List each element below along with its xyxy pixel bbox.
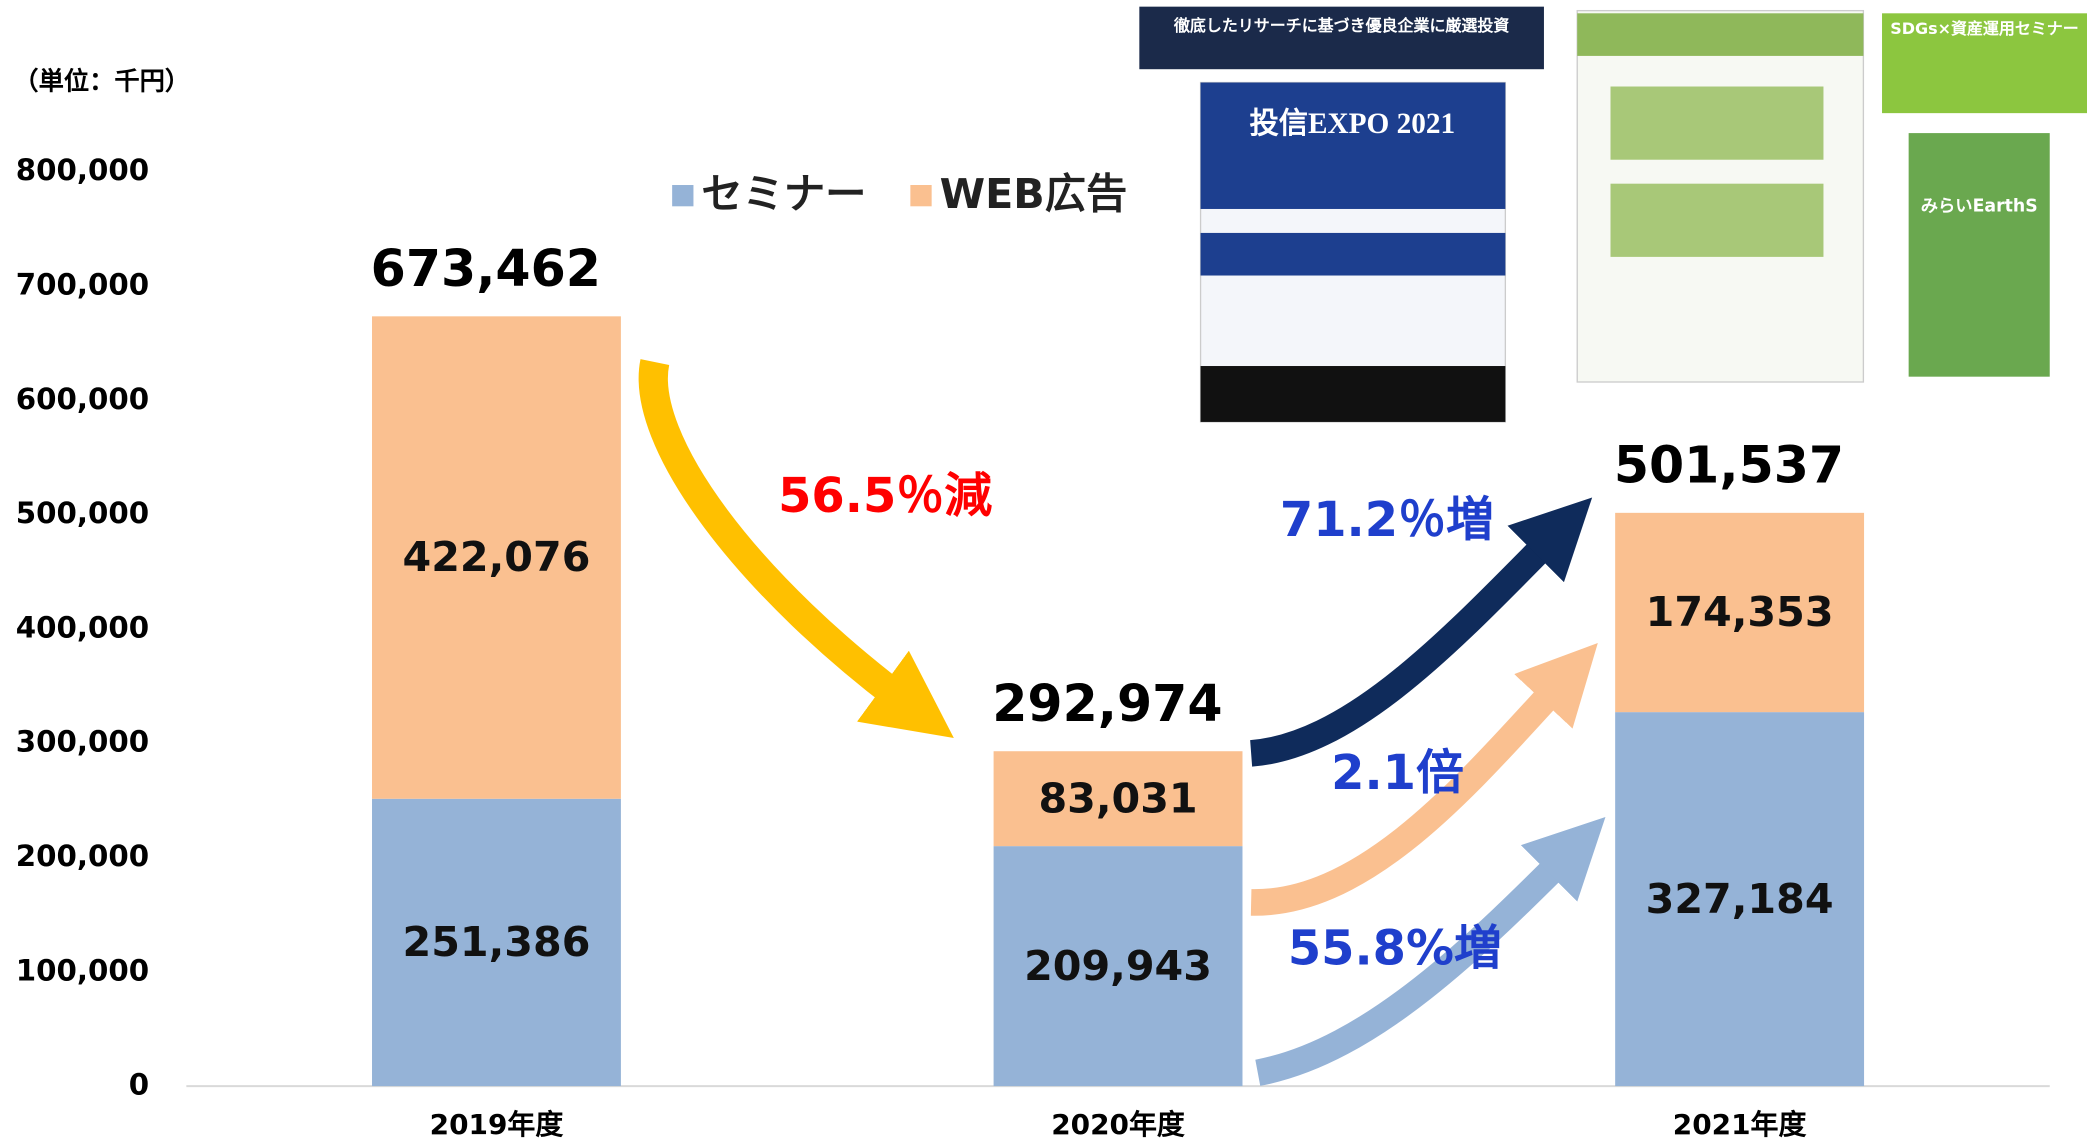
bar-segment (993, 751, 1243, 847)
annotation: 2.1倍 (1331, 746, 1464, 801)
total-label: 292,974 (992, 674, 1222, 733)
y-tick-label: 0 (129, 1068, 149, 1102)
arrow (638, 359, 954, 739)
y-tick-label: 200,000 (16, 839, 149, 873)
y-tick-label: 100,000 (16, 953, 149, 987)
thumbnail (1139, 6, 1544, 70)
y-tick-label: 300,000 (16, 725, 149, 759)
bar-segment (1615, 712, 1865, 1087)
value-label: 174,353 (1646, 588, 1834, 636)
value-label: 83,031 (1038, 774, 1197, 822)
arrow (1249, 497, 1593, 767)
x-tick-label: 2020年度 (1051, 1108, 1185, 1140)
thumbnail-part (1200, 366, 1506, 422)
legend-label: セミナー (701, 170, 866, 218)
bar-segment (993, 846, 1243, 1087)
thumbnail-text: 投信EXPO 2021 (1249, 107, 1455, 140)
x-tick-label: 2019年度 (430, 1108, 564, 1140)
legend-swatch (672, 185, 694, 207)
bar-segment (372, 316, 621, 799)
thumbnail (1908, 133, 2050, 377)
total-label: 673,462 (371, 239, 601, 298)
y-tick-label: 700,000 (16, 267, 149, 301)
value-label: 327,184 (1646, 875, 1834, 923)
arrow (1255, 816, 1606, 1086)
x-tick-label: 2021年度 (1673, 1108, 1807, 1140)
value-label: 422,076 (403, 533, 591, 581)
thumbnail-text: 徹底したリサーチに基づき優良企業に厳選投資 (1173, 16, 1509, 35)
thumbnail-part (1577, 13, 1864, 56)
y-tick-label: 600,000 (16, 382, 149, 416)
thumbnail-text: みらいEarthS (1921, 196, 2038, 216)
y-tick-label: 800,000 (16, 153, 149, 187)
thumbnail-part (1200, 232, 1506, 276)
annotation: 71.2％増 (1280, 493, 1494, 548)
bar-segment (372, 798, 621, 1087)
arrow (1250, 642, 1598, 916)
value-label: 209,943 (1024, 942, 1212, 990)
total-label: 501,537 (1614, 435, 1844, 494)
annotation: 55.8%増 (1288, 922, 1502, 977)
unit-label: （単位：千円） (13, 67, 190, 96)
legend-swatch (910, 185, 932, 207)
annotation: 56.5％減 (778, 469, 992, 524)
bar-segment (1615, 512, 1865, 713)
y-tick-label: 400,000 (16, 610, 149, 644)
thumbnail-text: SDGs×資産運用セミナー (1890, 19, 2079, 38)
y-tick-label: 500,000 (16, 496, 149, 530)
legend-label: WEB広告 (940, 170, 1128, 218)
thumbnail-part (1610, 86, 1824, 160)
thumbnail-part (1200, 82, 1506, 209)
thumbnail-part (1610, 183, 1824, 257)
value-label: 251,386 (403, 918, 591, 966)
thumbnail (1882, 13, 2087, 114)
